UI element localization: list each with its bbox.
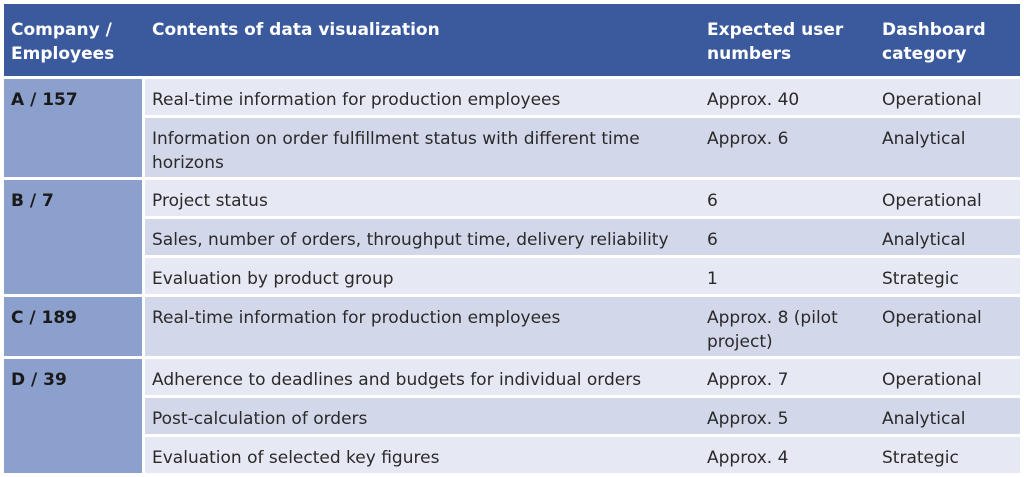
users-cell: Approx. 4 (700, 434, 875, 473)
contents-cell: Evaluation of selected key figures (145, 434, 700, 473)
company-cell: A / 157 (4, 76, 145, 177)
contents-cell: Evaluation by product group (145, 255, 700, 294)
users-cell: Approx. 40 (700, 76, 875, 115)
contents-cell: Post-calculation of orders (145, 395, 700, 434)
table-row: Sales, number of orders, throughput time… (4, 216, 1020, 255)
header-category: Dashboard category (875, 4, 1020, 76)
header-users: Expected user numbers (700, 4, 875, 76)
category-cell: Operational (875, 356, 1020, 395)
users-cell: 6 (700, 177, 875, 216)
table-row: B / 7 Project status 6 Operational (4, 177, 1020, 294)
table-row: C / 189 Real-time information for produc… (4, 294, 1020, 356)
dashboard-table: Company / Employees Contents of data vis… (4, 4, 1020, 473)
category-cell: Analytical (875, 115, 1020, 177)
category-cell: Strategic (875, 255, 1020, 294)
header-row: Company / Employees Contents of data vis… (4, 4, 1020, 76)
category-cell: Analytical (875, 395, 1020, 434)
table-row: A / 157 Real-time information for produc… (4, 76, 1020, 177)
table-row: D / 39 Adherence to deadlines and budget… (4, 356, 1020, 473)
users-cell: 6 (700, 216, 875, 255)
contents-cell: Real-time information for production emp… (145, 294, 700, 356)
header-company: Company / Employees (4, 4, 145, 76)
users-cell: Approx. 6 (700, 115, 875, 177)
category-cell: Analytical (875, 216, 1020, 255)
contents-cell: Adherence to deadlines and budgets for i… (145, 356, 700, 395)
contents-cell: Information on order fulfillment status … (145, 115, 700, 177)
category-cell: Strategic (875, 434, 1020, 473)
users-cell: Approx. 8 (pilot project) (700, 294, 875, 356)
category-cell: Operational (875, 177, 1020, 216)
table-row: Evaluation of selected key figures Appro… (4, 434, 1020, 473)
category-cell: Operational (875, 76, 1020, 115)
contents-cell: Project status (145, 177, 700, 216)
table-row: Post-calculation of orders Approx. 5 Ana… (4, 395, 1020, 434)
category-cell: Operational (875, 294, 1020, 356)
contents-cell: Real-time information for production emp… (145, 76, 700, 115)
company-cell: B / 7 (4, 177, 145, 294)
header-contents: Contents of data visualization (145, 4, 700, 76)
users-cell: Approx. 5 (700, 395, 875, 434)
company-cell: C / 189 (4, 294, 145, 356)
users-cell: 1 (700, 255, 875, 294)
company-cell: D / 39 (4, 356, 145, 473)
table-row: Evaluation by product group 1 Strategic (4, 255, 1020, 294)
table-row: Information on order fulfillment status … (4, 115, 1020, 177)
users-cell: Approx. 7 (700, 356, 875, 395)
contents-cell: Sales, number of orders, throughput time… (145, 216, 700, 255)
